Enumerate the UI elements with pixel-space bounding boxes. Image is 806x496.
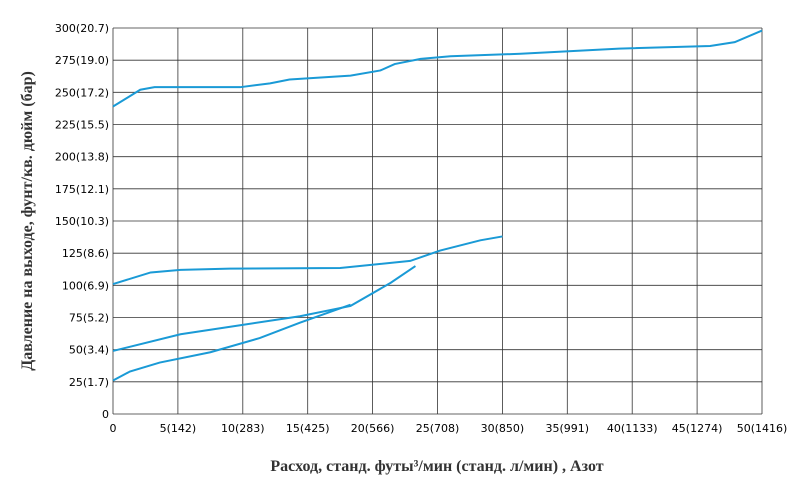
x-tick-label: 0 — [110, 422, 117, 435]
data-line — [112, 303, 351, 382]
y-tick-label: 125(8.6) — [62, 247, 109, 260]
y-tick-label: 250(17.2) — [55, 86, 109, 99]
x-tick-label: 20(566) — [351, 422, 395, 435]
x-tick-label: 30(850) — [481, 422, 525, 435]
x-tick-label: 45(1274) — [672, 422, 723, 435]
x-tick-label: 10(283) — [221, 422, 265, 435]
y-tick-label: 200(13.8) — [55, 151, 109, 164]
x-tick-label: 15(425) — [286, 422, 330, 435]
y-tick-label: 225(15.5) — [55, 119, 109, 132]
y-tick-label: 75(5.2) — [69, 312, 109, 325]
y-tick-label: 0 — [102, 408, 109, 421]
data-line — [112, 265, 416, 352]
y-tick-label: 100(6.9) — [62, 279, 109, 292]
x-tick-label: 25(708) — [416, 422, 460, 435]
x-tick-label: 50(1416) — [737, 422, 788, 435]
x-tick-label: 5(142) — [160, 422, 197, 435]
y-tick-label: 175(12.1) — [55, 183, 109, 196]
data-line — [112, 29, 763, 108]
y-tick-label: 275(19.0) — [55, 54, 109, 67]
y-tick-label: 300(20.7) — [55, 22, 109, 35]
y-tick-label: 150(10.3) — [55, 215, 109, 228]
x-tick-label: 35(991) — [546, 422, 590, 435]
y-tick-label: 25(1.7) — [69, 376, 109, 389]
y-axis-title: Давление на выходе, фунт/кв. дюйм (бар) — [19, 71, 36, 371]
x-tick-label: 40(1133) — [607, 422, 658, 435]
x-axis-title: Расход, станд. футы³/мин (станд. л/мин) … — [270, 458, 603, 475]
data-line — [112, 235, 503, 286]
y-tick-label: 50(3.4) — [69, 344, 109, 357]
